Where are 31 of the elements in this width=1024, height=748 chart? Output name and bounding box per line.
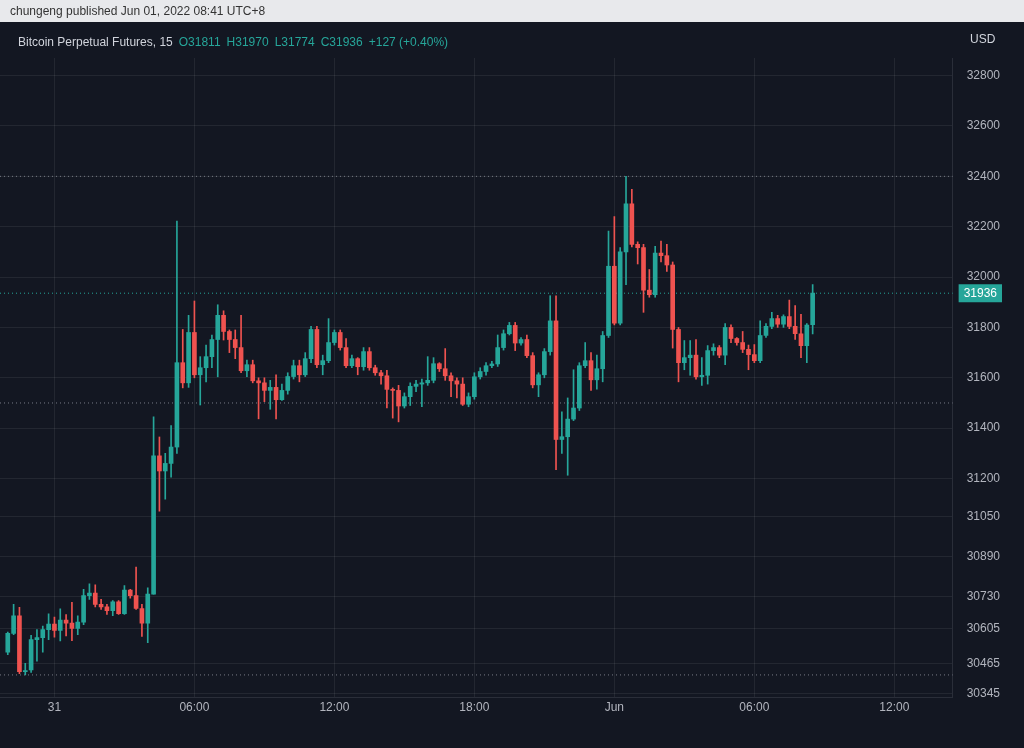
chart-subtitle: Bitcoin Perpetual Futures, 15 bbox=[18, 35, 173, 49]
x-tick-label: Jun bbox=[604, 700, 625, 715]
x-tick-label: 12:00 bbox=[879, 700, 910, 715]
y-tick-label: 32400 bbox=[966, 168, 1001, 183]
y-tick-label: 31400 bbox=[966, 420, 1001, 435]
text: C31936 bbox=[320, 35, 363, 49]
x-tick-label: 06:00 bbox=[739, 700, 770, 715]
y-tick-label: 31600 bbox=[966, 370, 1001, 385]
y-tick-label: 32600 bbox=[966, 118, 1001, 133]
text: +127 (+0.40%) bbox=[368, 35, 449, 49]
y-tick-label: 32200 bbox=[966, 219, 1001, 234]
text: O31811 bbox=[178, 35, 221, 49]
x-tick-label: 31 bbox=[47, 700, 62, 715]
y-tick-label: 32000 bbox=[966, 269, 1001, 284]
y-tick-label: 32800 bbox=[966, 67, 1001, 82]
y-tick-label: 30345 bbox=[966, 686, 1001, 701]
x-tick-label: 18:00 bbox=[459, 700, 490, 715]
y-tick-label: 30890 bbox=[966, 548, 1001, 563]
text: H31970 bbox=[226, 35, 269, 49]
y-tick-label: 30465 bbox=[966, 655, 1001, 670]
chart-title: chungeng published Jun 01, 2022 08:41 UTC+8 bbox=[0, 0, 1024, 22]
y-tick-label: 31200 bbox=[966, 470, 1001, 485]
x-tick-label: 06:00 bbox=[179, 700, 210, 715]
y-tick-label: 31800 bbox=[966, 319, 1001, 334]
y-axis-title: USD bbox=[969, 32, 996, 47]
y-tick-label: 30605 bbox=[966, 620, 1001, 635]
x-tick-label: 12:00 bbox=[319, 700, 350, 715]
y-tick-label: 31050 bbox=[966, 508, 1001, 523]
text: L31774 bbox=[274, 35, 315, 49]
ref-line-label: 31936 bbox=[963, 285, 998, 300]
y-tick-label: 30730 bbox=[966, 589, 1001, 604]
